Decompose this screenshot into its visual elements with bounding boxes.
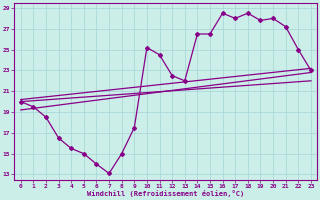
- X-axis label: Windchill (Refroidissement éolien,°C): Windchill (Refroidissement éolien,°C): [87, 190, 244, 197]
